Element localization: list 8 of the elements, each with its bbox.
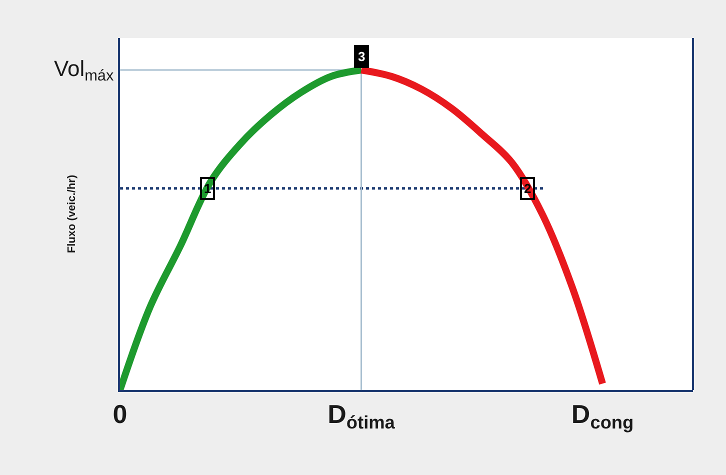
x-tick-label: 0 — [112, 399, 128, 430]
annotation: 1 — [204, 181, 212, 196]
ref-line-label: Vol$_{máx}$ — [54, 56, 114, 85]
x-tick-label: D$_{cong}$ — [571, 399, 634, 433]
annotation: 3 — [358, 49, 366, 64]
annotation: 2 — [524, 181, 532, 196]
y-axis-title: Fluxo (veic./hr) — [66, 174, 78, 254]
x-tick-label: D$_{ótima}$ — [328, 399, 396, 433]
